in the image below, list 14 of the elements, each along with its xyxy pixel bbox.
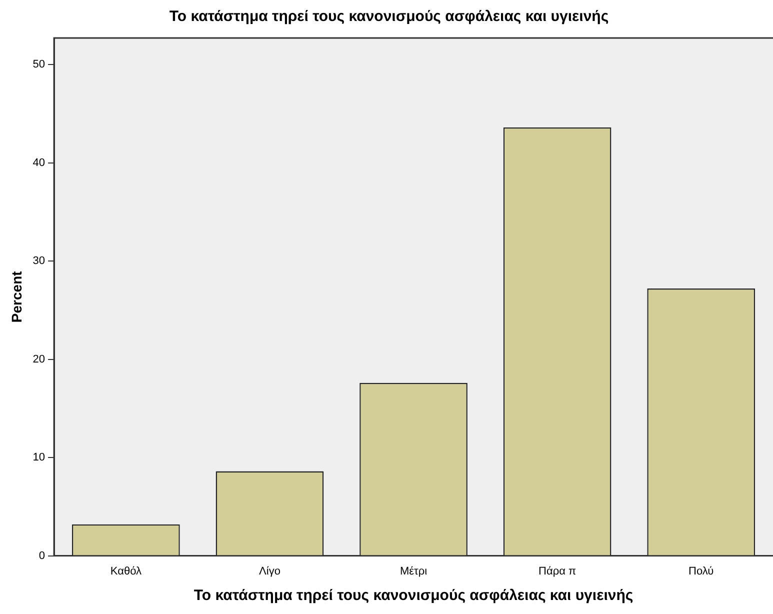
- x-tick-label: Πολύ: [688, 565, 714, 578]
- x-tick-label: Πάρα π: [538, 565, 576, 578]
- y-tick-label: 50: [32, 58, 46, 71]
- x-axis-title: Το κατάστημα τηρεί τους κανονισμούς ασφάλειας και υγιεινής: [194, 587, 634, 604]
- y-tick-label: 10: [32, 452, 46, 464]
- chart-title: Το κατάστημα τηρεί τους κανονισμούς ασφάλειας και υγιεινής: [169, 8, 609, 26]
- y-tick-label: 0: [38, 550, 46, 562]
- y-tick-label: 40: [32, 156, 46, 169]
- x-tick-label: Μέτρι: [400, 565, 428, 578]
- x-tick-label: Λίγο: [259, 565, 280, 578]
- y-tick-label: 30: [32, 255, 46, 268]
- x-tick-label: Καθόλ: [110, 565, 142, 578]
- y-tick-label: 20: [32, 353, 46, 366]
- y-axis-title: Percent: [8, 270, 24, 323]
